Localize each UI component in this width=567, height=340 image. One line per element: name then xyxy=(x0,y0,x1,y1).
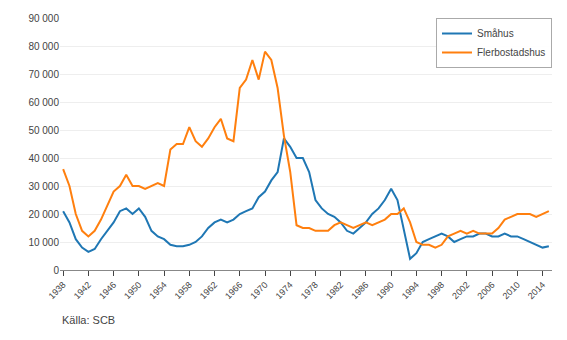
svg-text:60 000: 60 000 xyxy=(28,97,59,108)
svg-text:Flerbostadshus: Flerbostadshus xyxy=(477,47,545,58)
svg-text:1950: 1950 xyxy=(122,280,143,301)
svg-text:1962: 1962 xyxy=(198,280,219,301)
svg-text:70 000: 70 000 xyxy=(28,69,59,80)
svg-text:30 000: 30 000 xyxy=(28,181,59,192)
svg-text:1990: 1990 xyxy=(375,280,396,301)
svg-text:20 000: 20 000 xyxy=(28,209,59,220)
svg-text:Småhus: Småhus xyxy=(477,28,514,39)
svg-text:2010: 2010 xyxy=(501,280,522,301)
svg-text:2014: 2014 xyxy=(526,280,547,301)
svg-text:40 000: 40 000 xyxy=(28,153,59,164)
svg-text:2002: 2002 xyxy=(450,280,471,301)
svg-text:1970: 1970 xyxy=(248,280,269,301)
svg-text:1994: 1994 xyxy=(400,280,421,301)
svg-text:1938: 1938 xyxy=(47,280,68,301)
svg-text:1954: 1954 xyxy=(147,280,168,301)
svg-text:1998: 1998 xyxy=(425,280,446,301)
svg-text:1978: 1978 xyxy=(299,280,320,301)
svg-text:Källa: SCB: Källa: SCB xyxy=(62,314,115,326)
svg-text:90 000: 90 000 xyxy=(28,13,59,24)
svg-text:80 000: 80 000 xyxy=(28,41,59,52)
svg-text:10 000: 10 000 xyxy=(28,237,59,248)
svg-text:1966: 1966 xyxy=(223,280,244,301)
svg-text:2006: 2006 xyxy=(475,280,496,301)
svg-text:1958: 1958 xyxy=(173,280,194,301)
svg-text:1982: 1982 xyxy=(324,280,345,301)
svg-text:0: 0 xyxy=(53,265,59,276)
svg-text:1974: 1974 xyxy=(274,280,295,301)
svg-text:1946: 1946 xyxy=(97,280,118,301)
svg-text:1986: 1986 xyxy=(349,280,370,301)
svg-text:50 000: 50 000 xyxy=(28,125,59,136)
svg-text:1942: 1942 xyxy=(72,280,93,301)
